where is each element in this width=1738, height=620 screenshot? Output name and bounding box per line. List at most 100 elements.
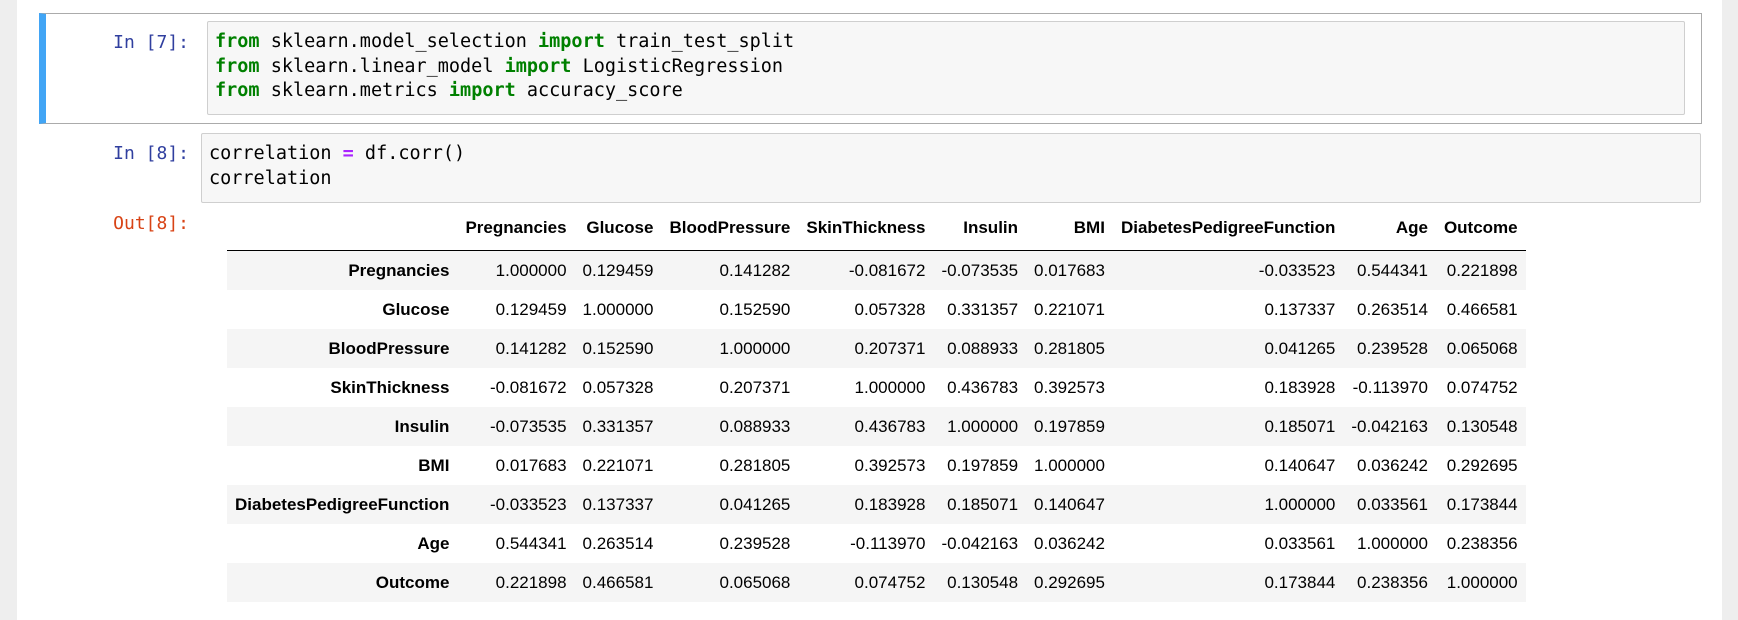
table-cell: 0.466581 [582, 572, 654, 592]
table-cell: 0.436783 [947, 377, 1019, 397]
table-cell: 0.017683 [1034, 260, 1105, 280]
table-cell: 1.000000 [1446, 572, 1518, 592]
table-cell: 0.221898 [495, 572, 567, 592]
code-line: correlation = df.corr() [209, 142, 1693, 167]
table-cell: 0.197859 [947, 455, 1019, 475]
table-cell: -0.081672 [489, 377, 567, 397]
code-editor[interactable]: correlation = df.corr() correlation [201, 133, 1701, 203]
table-cell: 0.221071 [582, 455, 654, 475]
column-header: Insulin [933, 206, 1027, 251]
code-cell-7[interactable]: In [7]: from sklearn.model_selection imp… [39, 13, 1702, 124]
keyword-token: from [215, 31, 260, 52]
row-label: Glucose [382, 299, 450, 319]
table-cell: -0.073535 [489, 416, 567, 436]
table-cell: 0.207371 [719, 377, 791, 397]
code-editor[interactable]: from sklearn.model_selection import trai… [207, 21, 1685, 115]
code-token: sklearn.linear_model [259, 55, 505, 77]
table-cell: 1.000000 [719, 338, 791, 358]
table-cell: 0.140647 [1034, 494, 1105, 514]
table-cell: 0.239528 [1357, 338, 1428, 358]
column-header: DiabetesPedigreeFunction [1112, 206, 1344, 251]
table-cell: 0.185071 [1264, 416, 1336, 436]
table-row: BloodPressure 0.141282 0.152590 1.000000 0.2… [227, 329, 1526, 368]
output-prompt: Out[8]: [113, 213, 189, 234]
table-cell: 1.000000 [854, 377, 926, 397]
table-cell: 0.281805 [1034, 338, 1105, 358]
table-cell: 0.183928 [854, 494, 926, 514]
column-header: Age [1343, 206, 1436, 251]
table-cell: 0.183928 [1264, 377, 1336, 397]
table-cell: 0.130548 [947, 572, 1019, 592]
table-cell: 0.392573 [1034, 377, 1105, 397]
table-cell: 1.000000 [495, 260, 567, 280]
keyword-token: import [504, 55, 572, 77]
table-cell: -0.033523 [489, 494, 567, 514]
keyword-token: from [215, 55, 260, 77]
row-label: SkinThickness [330, 377, 450, 397]
input-prompt: In [8]: [113, 143, 189, 164]
row-label: DiabetesPedigreeFunction [235, 494, 450, 514]
table-cell: -0.113970 [1352, 377, 1428, 397]
column-header: BloodPressure [661, 206, 799, 251]
table-cell: 0.130548 [1446, 416, 1518, 436]
table-cell: -0.042163 [941, 533, 1019, 553]
table-cell: 0.041265 [1264, 338, 1336, 358]
table-cell: 0.033561 [1357, 494, 1428, 514]
row-label: Insulin [394, 416, 450, 436]
code-line: from sklearn.model_selection import trai… [215, 30, 1677, 55]
index-header [227, 206, 458, 251]
table-cell: 0.088933 [947, 338, 1019, 358]
table-cell: 0.544341 [1357, 260, 1428, 280]
table-cell: -0.113970 [850, 533, 926, 553]
table-cell: 1.000000 [1034, 455, 1105, 475]
table-cell: 0.392573 [854, 455, 926, 475]
code-token: df.corr() [353, 143, 466, 164]
table-cell: 1.000000 [1357, 533, 1428, 553]
row-label: BMI [418, 455, 450, 475]
table-cell: -0.073535 [941, 260, 1019, 280]
table-cell: 0.185071 [947, 494, 1019, 514]
table-cell: 0.152590 [719, 299, 791, 319]
keyword-token: from [215, 80, 260, 101]
table-cell: -0.033523 [1258, 260, 1336, 280]
table-header-row: Pregnancies Glucose BloodPressure SkinThick… [227, 206, 1526, 251]
code-line: from sklearn.metrics import accuracy_sco… [215, 79, 1677, 104]
table-cell: 0.292695 [1446, 455, 1518, 475]
table-cell: 1.000000 [947, 416, 1019, 436]
table-cell: 0.057328 [854, 299, 926, 319]
table-cell: 0.129459 [582, 260, 654, 280]
table-cell: 0.544341 [495, 533, 567, 553]
table-cell: 0.207371 [854, 338, 926, 358]
table-cell: 0.141282 [495, 338, 567, 358]
operator-token: = [342, 143, 354, 164]
row-label: Pregnancies [348, 260, 450, 280]
table-cell: 0.466581 [1446, 299, 1518, 319]
table-cell: -0.081672 [848, 260, 926, 280]
table-row: Outcome 0.221898 0.466581 0.065068 0.074752 0… [227, 563, 1526, 602]
column-header: SkinThickness [798, 206, 934, 251]
table-cell: 0.041265 [719, 494, 791, 514]
table-cell: 0.088933 [719, 416, 791, 436]
table-cell: 0.140647 [1264, 455, 1336, 475]
table-cell: 0.173844 [1264, 572, 1336, 592]
table-cell: 0.065068 [719, 572, 791, 592]
table-cell: 0.238356 [1446, 533, 1518, 553]
table-row: Age 0.544341 0.263514 0.239528 -0.113970 -0.0… [227, 524, 1526, 563]
column-header: Glucose [574, 206, 662, 251]
code-token: correlation [209, 143, 343, 164]
code-cell-8[interactable]: In [8]: correlation = df.corr() correlati… [39, 132, 1702, 620]
row-label: Outcome [375, 572, 450, 592]
code-line: from sklearn.linear_model import Logisti… [215, 55, 1677, 80]
column-header: BMI [1026, 206, 1113, 251]
table-cell: 0.221898 [1446, 260, 1518, 280]
table-cell: 1.000000 [1264, 494, 1336, 514]
table-row: Pregnancies 1.000000 0.129459 0.141282 -0.08… [227, 250, 1526, 290]
table-cell: 0.137337 [582, 494, 654, 514]
code-token: sklearn.model_selection [259, 31, 539, 52]
row-label: Age [417, 533, 450, 553]
code-token: accuracy_score [515, 80, 683, 101]
code-token: LogisticRegression [571, 55, 784, 77]
table-cell: 0.239528 [719, 533, 791, 553]
table-cell: 0.238356 [1357, 572, 1428, 592]
table-row: Glucose 0.129459 1.000000 0.152590 0.057328 0… [227, 290, 1526, 329]
